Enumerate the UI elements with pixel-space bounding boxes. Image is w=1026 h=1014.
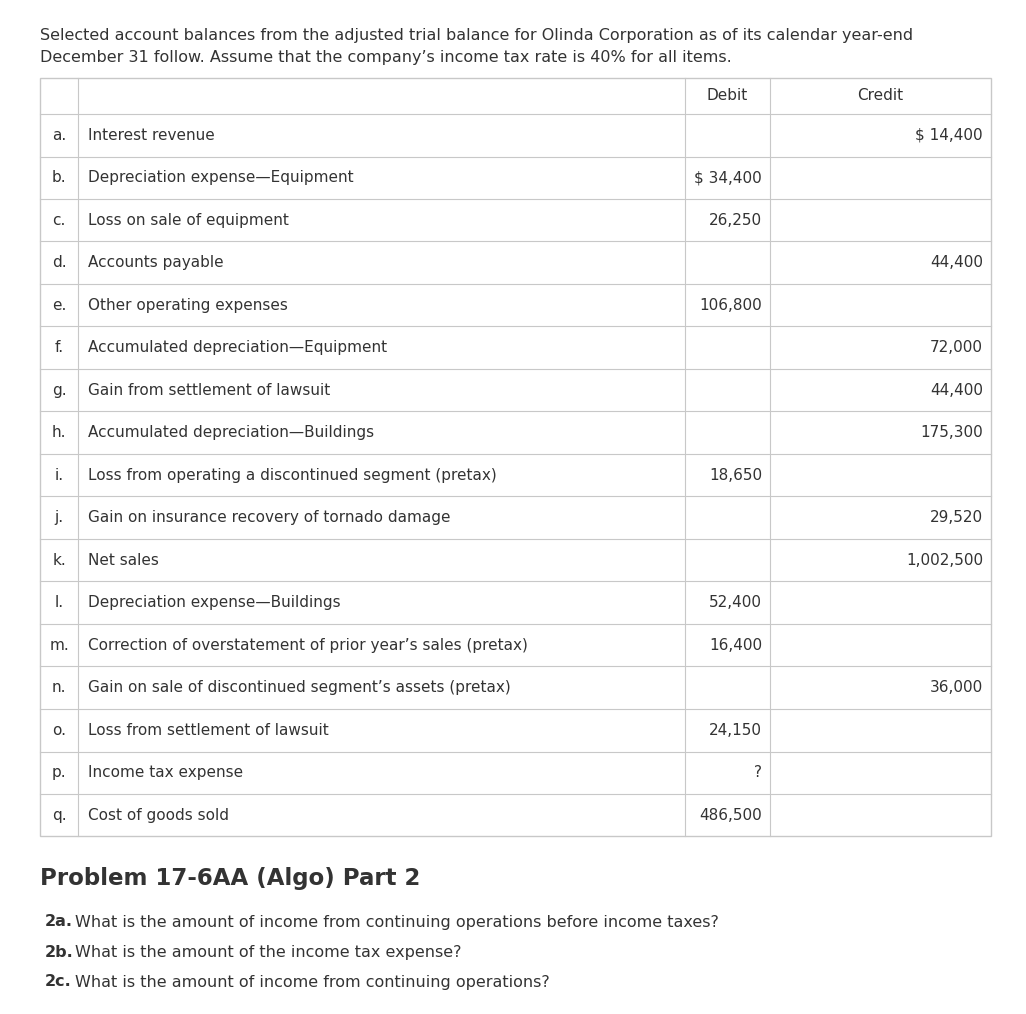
Text: c.: c. bbox=[52, 213, 66, 228]
Text: December 31 follow. Assume that the company’s income tax rate is 40% for all ite: December 31 follow. Assume that the comp… bbox=[40, 50, 732, 65]
Text: 36,000: 36,000 bbox=[930, 680, 983, 696]
Text: Debit: Debit bbox=[707, 88, 748, 103]
Text: Net sales: Net sales bbox=[88, 553, 159, 568]
Text: h.: h. bbox=[51, 425, 67, 440]
Text: 52,400: 52,400 bbox=[709, 595, 762, 610]
Text: 175,300: 175,300 bbox=[920, 425, 983, 440]
Text: Depreciation expense—Buildings: Depreciation expense—Buildings bbox=[88, 595, 341, 610]
Text: k.: k. bbox=[52, 553, 66, 568]
Text: Accumulated depreciation—Buildings: Accumulated depreciation—Buildings bbox=[88, 425, 374, 440]
Text: Correction of overstatement of prior year’s sales (pretax): Correction of overstatement of prior yea… bbox=[88, 638, 527, 653]
Text: p.: p. bbox=[51, 766, 67, 780]
Bar bbox=[40, 78, 991, 837]
Text: Interest revenue: Interest revenue bbox=[88, 128, 214, 143]
Text: f.: f. bbox=[54, 341, 64, 355]
Text: 2b.: 2b. bbox=[45, 944, 74, 959]
Text: Depreciation expense—Equipment: Depreciation expense—Equipment bbox=[88, 170, 354, 186]
Text: ?: ? bbox=[754, 766, 762, 780]
Text: Loss from settlement of lawsuit: Loss from settlement of lawsuit bbox=[88, 723, 328, 738]
Text: 486,500: 486,500 bbox=[700, 808, 762, 822]
Text: o.: o. bbox=[52, 723, 66, 738]
Text: Other operating expenses: Other operating expenses bbox=[88, 298, 288, 312]
Text: $ 34,400: $ 34,400 bbox=[695, 170, 762, 186]
Text: Cost of goods sold: Cost of goods sold bbox=[88, 808, 229, 822]
Text: Accounts payable: Accounts payable bbox=[88, 256, 224, 271]
Text: m.: m. bbox=[49, 638, 69, 653]
Text: 24,150: 24,150 bbox=[709, 723, 762, 738]
Text: 1,002,500: 1,002,500 bbox=[906, 553, 983, 568]
Text: 44,400: 44,400 bbox=[930, 382, 983, 397]
Text: 29,520: 29,520 bbox=[930, 510, 983, 525]
Text: $ 14,400: $ 14,400 bbox=[915, 128, 983, 143]
Text: What is the amount of income from continuing operations before income taxes?: What is the amount of income from contin… bbox=[75, 915, 719, 930]
Text: 2a.: 2a. bbox=[45, 915, 73, 930]
Text: Gain on insurance recovery of tornado damage: Gain on insurance recovery of tornado da… bbox=[88, 510, 450, 525]
Text: q.: q. bbox=[51, 808, 67, 822]
Text: 16,400: 16,400 bbox=[709, 638, 762, 653]
Text: Loss on sale of equipment: Loss on sale of equipment bbox=[88, 213, 289, 228]
Text: Problem 17-6AA (Algo) Part 2: Problem 17-6AA (Algo) Part 2 bbox=[40, 867, 421, 889]
Text: 26,250: 26,250 bbox=[709, 213, 762, 228]
Text: j.: j. bbox=[54, 510, 64, 525]
Text: Selected account balances from the adjusted trial balance for Olinda Corporation: Selected account balances from the adjus… bbox=[40, 28, 913, 43]
Text: 72,000: 72,000 bbox=[930, 341, 983, 355]
Text: Gain on sale of discontinued segment’s assets (pretax): Gain on sale of discontinued segment’s a… bbox=[88, 680, 511, 696]
Text: 106,800: 106,800 bbox=[700, 298, 762, 312]
Text: What is the amount of the income tax expense?: What is the amount of the income tax exp… bbox=[75, 944, 462, 959]
Text: Loss from operating a discontinued segment (pretax): Loss from operating a discontinued segme… bbox=[88, 467, 497, 483]
Text: g.: g. bbox=[51, 382, 67, 397]
Text: What is the amount of income from continuing operations?: What is the amount of income from contin… bbox=[75, 974, 550, 990]
Text: d.: d. bbox=[51, 256, 67, 271]
Text: 18,650: 18,650 bbox=[709, 467, 762, 483]
Text: i.: i. bbox=[54, 467, 64, 483]
Text: Credit: Credit bbox=[858, 88, 904, 103]
Text: 44,400: 44,400 bbox=[930, 256, 983, 271]
Text: Income tax expense: Income tax expense bbox=[88, 766, 243, 780]
Text: 2c.: 2c. bbox=[45, 974, 72, 990]
Text: a.: a. bbox=[52, 128, 66, 143]
Text: b.: b. bbox=[51, 170, 67, 186]
Text: Gain from settlement of lawsuit: Gain from settlement of lawsuit bbox=[88, 382, 330, 397]
Text: l.: l. bbox=[54, 595, 64, 610]
Text: n.: n. bbox=[51, 680, 67, 696]
Text: e.: e. bbox=[51, 298, 67, 312]
Text: Accumulated depreciation—Equipment: Accumulated depreciation—Equipment bbox=[88, 341, 387, 355]
